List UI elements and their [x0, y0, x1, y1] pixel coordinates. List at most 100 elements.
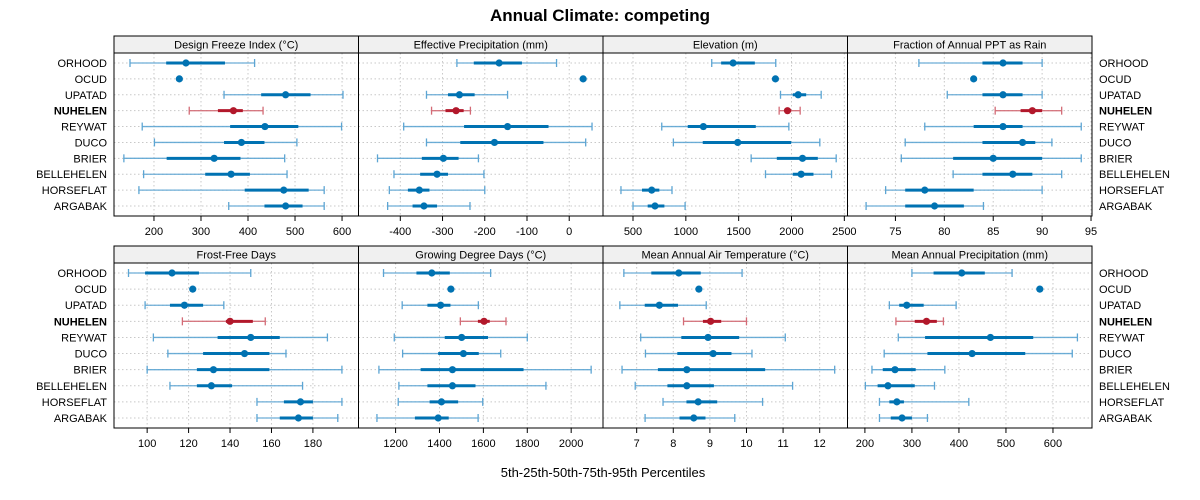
panel-border — [847, 262, 1093, 429]
x-tick-label: -300 — [432, 226, 454, 238]
median-point — [771, 75, 780, 83]
median-point — [175, 75, 183, 83]
median-point — [237, 138, 246, 147]
row-label-right: REYWAT — [1099, 122, 1145, 134]
row-label-left: BELLEHELEN — [36, 169, 107, 181]
interval-nuhelen — [181, 317, 266, 326]
panel-title: Frost-Free Days — [197, 250, 277, 262]
interval-bellehelen — [764, 170, 833, 179]
row-label-left: OCUD — [75, 74, 107, 86]
x-tick-label: 85 — [987, 226, 999, 238]
row-label-right: HORSEFLAT — [1099, 397, 1164, 409]
median-point — [480, 317, 488, 325]
interval-brier — [900, 154, 1082, 163]
median-point — [1036, 285, 1044, 293]
median-point — [294, 414, 303, 422]
interval-ocud — [1036, 285, 1044, 293]
interval-upatad — [223, 90, 344, 99]
interval-nuhelen — [459, 317, 507, 326]
row-label-left: UPATAD — [65, 300, 107, 312]
x-tick-label: 0 — [566, 226, 572, 238]
median-point — [884, 382, 892, 390]
x-tick-label: 1600 — [471, 438, 495, 450]
median-point — [439, 154, 447, 162]
median-point — [459, 349, 468, 358]
interval-nuhelen — [682, 317, 748, 326]
interval-horseflat — [878, 397, 970, 406]
row-label-left: BRIER — [73, 365, 107, 377]
median-point — [709, 349, 717, 358]
median-point — [683, 366, 691, 374]
panel-border — [113, 262, 359, 429]
row-label-right: BELLEHELEN — [1099, 169, 1170, 181]
interval-nuhelen — [188, 106, 264, 115]
median-point — [734, 138, 742, 147]
interval-duco — [401, 349, 502, 358]
panel-5: Growing Degree Days (°C) 1200 1400 1600 1800… — [358, 245, 604, 450]
interval-argabak — [228, 202, 325, 210]
row-label-right: ORHOOD — [1099, 268, 1149, 280]
row-label-left: REYWAT — [61, 122, 107, 134]
interval-nuhelen — [778, 106, 801, 115]
median-point — [794, 91, 802, 99]
x-tick-label: 1400 — [427, 438, 451, 450]
chart-title: Annual Climate: competing — [490, 6, 710, 25]
interval-upatad — [144, 301, 225, 310]
median-point — [648, 186, 656, 194]
x-tick-label: 180 — [304, 438, 322, 450]
interval-ocud — [579, 75, 587, 83]
interval-duco — [167, 349, 287, 358]
median-point — [240, 349, 249, 358]
x-axis-label: 5th-25th-50th-75th-95th Percentiles — [501, 465, 706, 480]
row-label-left: HORSEFLAT — [42, 185, 107, 197]
median-point — [247, 333, 255, 342]
interval-nuhelen — [895, 317, 945, 326]
panel-title: Design Freeze Index (°C) — [174, 40, 298, 52]
panel-border — [113, 52, 359, 217]
x-tick-label: 10 — [740, 438, 752, 450]
interval-horseflat — [397, 397, 484, 406]
median-point — [180, 301, 189, 309]
interval-duco — [672, 138, 821, 147]
row-label-left: DUCO — [75, 137, 108, 149]
interval-duco — [153, 138, 298, 147]
row-label-right: ORHOOD — [1099, 58, 1149, 70]
median-point — [651, 202, 659, 210]
median-point — [1009, 170, 1017, 178]
interval-orhood — [711, 59, 777, 67]
interval-bellehelen — [169, 381, 304, 390]
interval-horseflat — [884, 186, 1043, 195]
median-point — [448, 366, 457, 374]
row-label-right: UPATAD — [1099, 90, 1141, 102]
interval-argabak — [376, 414, 479, 422]
x-tick-label: 500 — [624, 226, 642, 238]
interval-upatad — [946, 90, 1043, 99]
interval-orhood — [382, 269, 492, 277]
median-point — [420, 202, 428, 210]
median-point — [296, 398, 305, 406]
median-point — [704, 333, 712, 342]
row-label-left: REYWAT — [61, 332, 107, 344]
interval-reywat — [924, 122, 1082, 131]
panel-title: Fraction of Annual PPT as Rain — [893, 40, 1046, 52]
median-point — [989, 154, 997, 162]
row-label-left: BELLEHELEN — [36, 381, 107, 393]
median-point — [986, 333, 995, 342]
panel-7: Mean Annual Precipitation (mm) 200 300 400 5… — [847, 245, 1093, 450]
median-point — [922, 317, 931, 325]
row-label-right: BRIER — [1099, 365, 1133, 377]
interval-ocud — [175, 75, 183, 83]
median-point — [958, 269, 966, 277]
interval-duco — [644, 349, 753, 358]
interval-bellehelen — [393, 170, 485, 179]
median-point — [798, 154, 807, 162]
median-point — [434, 414, 442, 422]
row-label-right: NUHELEN — [1099, 106, 1152, 118]
interval-brier — [146, 365, 343, 374]
median-point — [495, 59, 503, 67]
x-tick-label: 500 — [997, 438, 1015, 450]
interval-orhood — [911, 269, 1013, 277]
interval-brier — [376, 154, 480, 163]
median-point — [999, 91, 1007, 99]
row-label-right: BELLEHELEN — [1099, 381, 1170, 393]
